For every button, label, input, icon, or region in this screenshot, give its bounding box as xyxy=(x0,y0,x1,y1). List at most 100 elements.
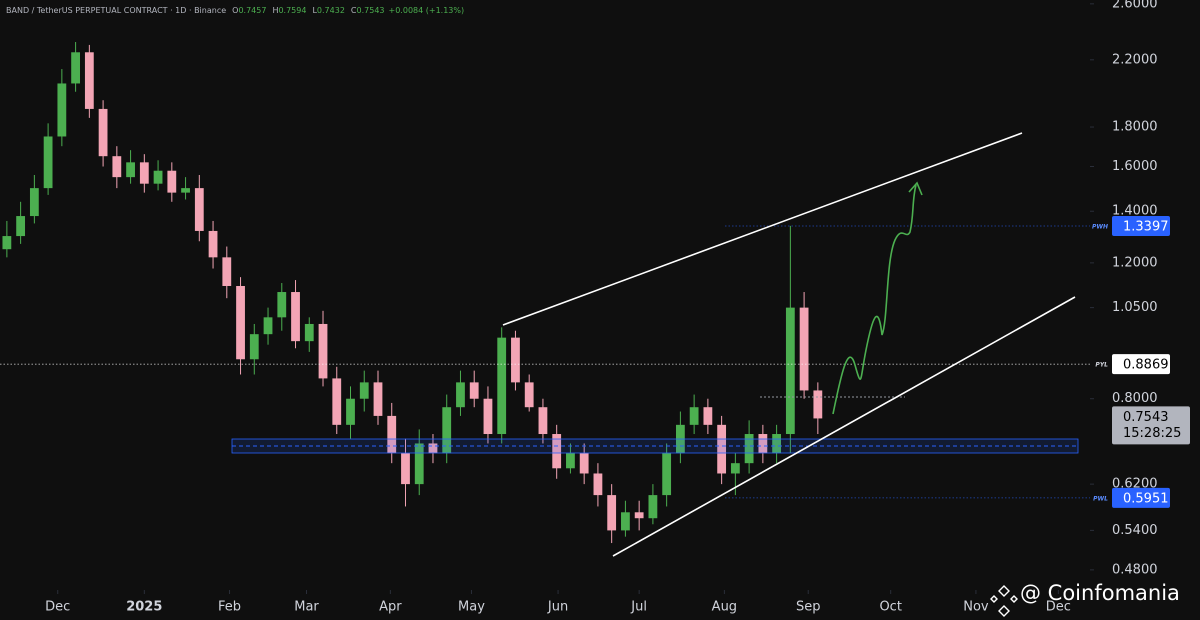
candle-body xyxy=(401,453,410,485)
candle-body xyxy=(249,334,259,360)
header-value: 0.7432 xyxy=(317,6,345,15)
level-name: PWH xyxy=(1092,223,1108,230)
candle-body xyxy=(304,323,314,342)
candle-body xyxy=(153,170,163,184)
candle-body xyxy=(291,292,300,342)
level-value: 0.5951 xyxy=(1123,491,1169,506)
header-key: C xyxy=(351,6,357,15)
x-tick-label: 2025 xyxy=(126,600,162,615)
candle-body xyxy=(84,52,94,109)
header: BAND / TetherUS PERPETUAL CONTRACT · 1D … xyxy=(6,6,464,15)
header-key: O xyxy=(232,6,238,15)
candle-body xyxy=(524,382,534,408)
candle-body xyxy=(346,398,355,425)
candle-body xyxy=(428,443,438,454)
candle-body xyxy=(181,188,190,193)
candle-body xyxy=(744,434,754,464)
candle-body xyxy=(194,188,204,231)
x-tick-label: May xyxy=(458,600,485,615)
last-price: 0.7543 xyxy=(1123,410,1169,425)
y-tick-label: 1.6000 xyxy=(1112,159,1158,174)
header-title: BAND / TetherUS PERPETUAL CONTRACT · 1D … xyxy=(6,6,226,15)
candle-body xyxy=(318,323,328,379)
y-tick-label: 0.4800 xyxy=(1112,562,1158,577)
candle-body xyxy=(497,337,507,435)
candle-body xyxy=(648,495,658,519)
x-tick-label: Nov xyxy=(963,600,989,615)
candle-body xyxy=(772,434,782,454)
y-tick-label: 1.4000 xyxy=(1112,204,1158,219)
x-tick-label: Aug xyxy=(712,600,737,615)
projection-arrow xyxy=(832,184,917,415)
candle-body xyxy=(730,463,740,474)
candle-body xyxy=(126,162,135,178)
candle-body xyxy=(813,390,823,419)
y-tick-label: 0.5400 xyxy=(1112,523,1158,538)
candle-body xyxy=(717,424,727,474)
price-axis: 2.6000 2.2000 1.8000 1.6000 1.4000 1.2000 1.05… xyxy=(45,0,1190,615)
candle-body xyxy=(662,453,672,496)
candle-body xyxy=(359,382,369,399)
x-tick-label: Mar xyxy=(294,600,319,615)
candle-body xyxy=(236,285,245,360)
candle-body xyxy=(222,257,232,286)
candle-body xyxy=(57,83,67,137)
candle-body xyxy=(566,453,575,469)
header-key: H xyxy=(272,6,278,15)
watermark: @ Coinfomania xyxy=(1020,581,1180,605)
level-value: 0.8869 xyxy=(1123,358,1169,373)
candle-body xyxy=(621,512,630,531)
candle-body xyxy=(511,337,520,383)
countdown: 15:28:25 xyxy=(1123,426,1181,441)
y-tick-label: 0.8000 xyxy=(1112,391,1158,406)
candle-body xyxy=(71,52,80,84)
candle-body xyxy=(16,216,26,237)
candle-body xyxy=(593,473,603,496)
candle-body xyxy=(373,382,383,416)
candle-body xyxy=(332,378,342,425)
candle-body xyxy=(29,188,39,217)
candle-body xyxy=(442,407,452,454)
candle-body xyxy=(758,434,768,454)
level-value: 1.3397 xyxy=(1123,219,1169,234)
candle-body xyxy=(703,407,713,425)
level-box xyxy=(1112,215,1170,236)
x-tick-label: Oct xyxy=(879,600,901,615)
candle-body xyxy=(277,292,287,318)
candle-body xyxy=(208,230,218,258)
header-key: L xyxy=(312,6,317,15)
x-tick-label: Jun xyxy=(547,600,568,615)
candle-body xyxy=(43,136,53,189)
candle-body xyxy=(387,415,397,454)
level-box xyxy=(1112,487,1170,508)
last-price-box xyxy=(1112,406,1190,445)
header-value: 0.7594 xyxy=(278,6,306,15)
plot-area xyxy=(0,42,1090,544)
candle-body xyxy=(607,495,617,531)
arrow-head xyxy=(908,181,923,196)
y-tick-label: 2.6000 xyxy=(1112,0,1158,11)
candle-body xyxy=(469,382,479,399)
candle-body xyxy=(112,156,122,178)
candle-body xyxy=(263,317,273,335)
candle-body xyxy=(689,407,699,425)
candle-body xyxy=(552,434,562,469)
y-tick-label: 1.8000 xyxy=(1112,120,1158,135)
upper-trendline xyxy=(502,132,1023,326)
candle-body xyxy=(785,307,795,435)
candle-body xyxy=(98,108,108,157)
candle-body xyxy=(483,398,493,435)
level-name: PYL xyxy=(1095,362,1108,369)
y-tick-label: 2.2000 xyxy=(1112,52,1158,67)
x-tick-label: Dec xyxy=(45,600,70,615)
y-tick-label: 1.0500 xyxy=(1112,300,1158,315)
y-tick-label: 1.2000 xyxy=(1112,255,1158,270)
candle-body xyxy=(2,236,12,250)
candle-body xyxy=(167,170,177,193)
candle-body xyxy=(799,307,809,391)
watermark-logo xyxy=(990,585,1018,617)
header-value: 0.7543 xyxy=(357,6,385,15)
